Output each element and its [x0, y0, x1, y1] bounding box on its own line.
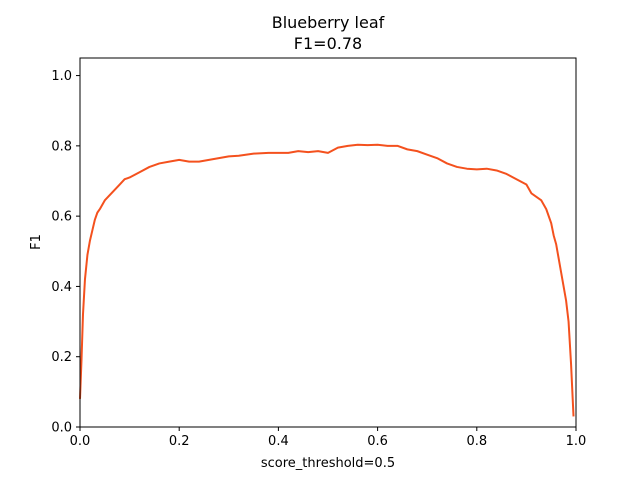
- y-tick-label: 0.2: [51, 350, 72, 365]
- x-axis-label: score_threshold=0.5: [261, 456, 395, 471]
- x-tick-label: 0.6: [367, 434, 388, 449]
- chart-title: Blueberry leaf: [272, 13, 385, 32]
- y-tick-label: 0.8: [51, 139, 72, 154]
- x-tick-label: 0.4: [268, 434, 289, 449]
- x-axis-ticks: 0.0 0.2 0.4 0.6 0.8 1.0: [70, 427, 587, 449]
- y-tick-label: 0.4: [51, 280, 72, 295]
- x-tick-label: 0.0: [70, 434, 91, 449]
- y-axis-ticks: 0.0 0.2 0.4 0.6 0.8 1.0: [51, 69, 80, 436]
- plot-content: [79, 143, 575, 417]
- x-tick-label: 0.2: [169, 434, 190, 449]
- plot-frame: [79, 57, 577, 428]
- y-tick-label: 0.6: [51, 210, 72, 225]
- y-tick-label: 1.0: [51, 69, 72, 84]
- x-tick-label: 0.8: [466, 434, 487, 449]
- y-tick-label: 0.0: [51, 421, 72, 436]
- chart-subtitle: F1=0.78: [294, 34, 362, 53]
- y-axis-label: F1: [29, 234, 44, 250]
- f1-series-line: [79, 143, 575, 417]
- x-tick-label: 1.0: [566, 434, 587, 449]
